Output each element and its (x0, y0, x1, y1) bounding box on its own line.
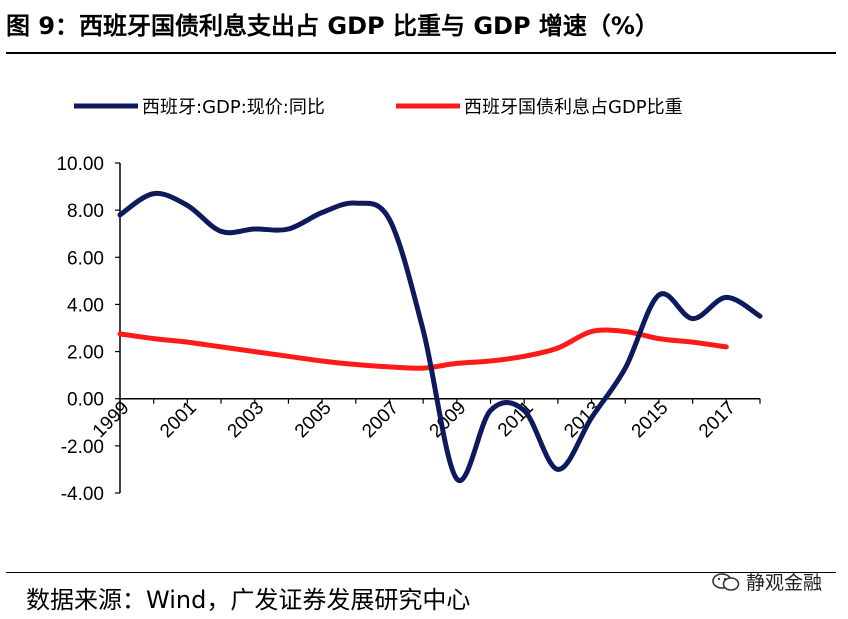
data-source: 数据来源：Wind，广发证券发展研究中心 (26, 586, 471, 614)
chart: 西班牙:GDP:现价:同比 西班牙国债利息占GDP比重 -4.00 -2.00 0.0… (56, 97, 763, 505)
watermark: 静观金融 (712, 568, 822, 595)
wechat-icon (712, 573, 740, 591)
legend-label-interest: 西班牙国债利息占GDP比重 (464, 97, 683, 118)
chart-title: 图 9：西班牙国债利息支出占 GDP 比重与 GDP 增速（%） (6, 12, 659, 40)
y-tick-label: -2.00 (61, 437, 104, 458)
gdp-growth-line (117, 190, 763, 484)
series-layer (117, 190, 763, 484)
y-tick-label: 0.00 (67, 390, 104, 411)
y-tick-label: 4.00 (67, 295, 104, 316)
x-tick-label: 2003 (224, 397, 269, 442)
interest-share-line (117, 327, 729, 371)
watermark-text: 静观金融 (746, 572, 823, 594)
footer-divider (6, 572, 836, 573)
legend-label-gdp: 西班牙:GDP:现价:同比 (142, 97, 325, 118)
y-tick-label: 6.00 (67, 248, 104, 269)
x-tick-label: 2017 (695, 397, 740, 442)
y-tick-label: -4.00 (61, 484, 104, 505)
x-tick-label: 2001 (156, 397, 201, 442)
title-divider (6, 52, 836, 54)
x-tick-label: 2007 (358, 397, 403, 442)
legend: 西班牙:GDP:现价:同比 西班牙国债利息占GDP比重 (74, 97, 683, 118)
x-tick-label: 2005 (291, 397, 336, 442)
y-tick-label: 10.00 (56, 154, 104, 175)
x-tick-label: 2015 (628, 397, 673, 442)
x-tick-label: 2009 (426, 397, 471, 442)
y-tick-label: 8.00 (67, 201, 104, 222)
y-tick-label: 2.00 (67, 343, 104, 364)
